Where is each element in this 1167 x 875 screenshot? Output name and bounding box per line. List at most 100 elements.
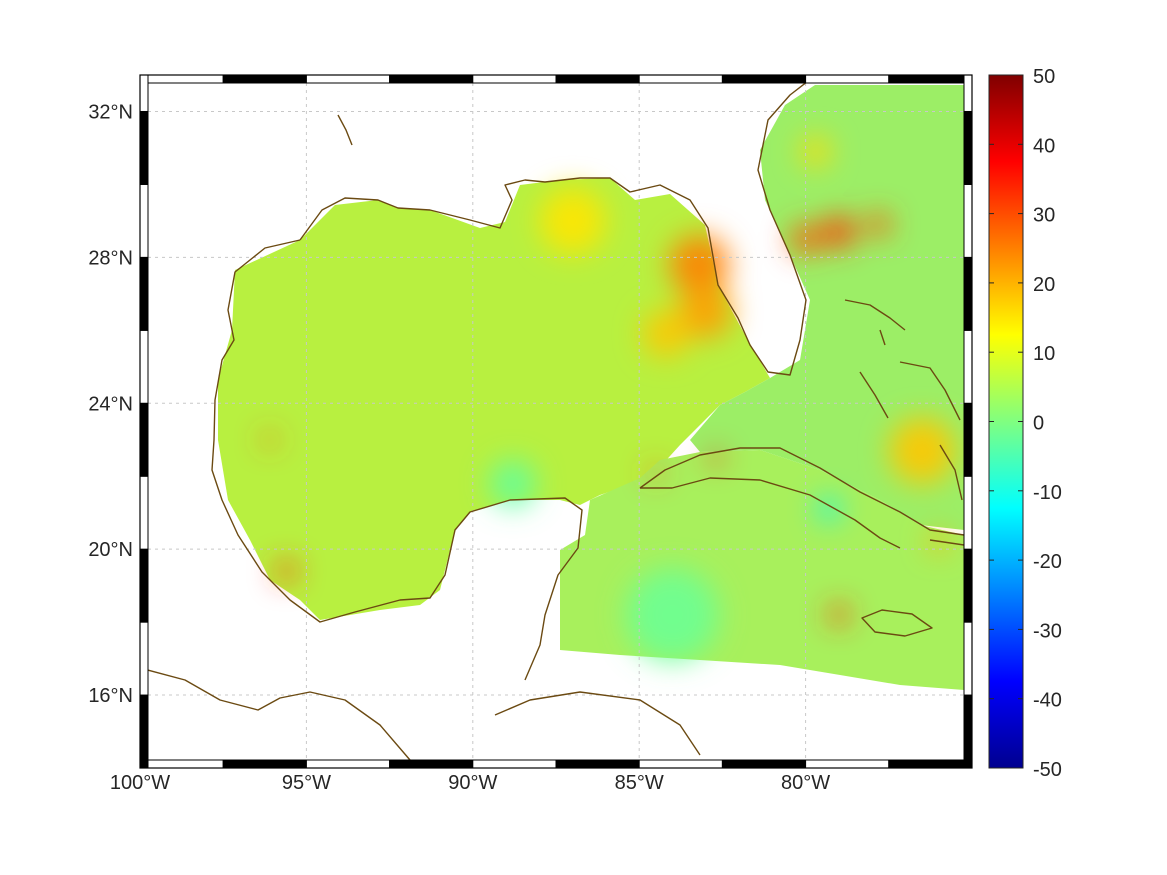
hotspot-cuba-west (649, 465, 663, 480)
colorbar-tick-label: -40 (1033, 690, 1062, 712)
frame-segment-bottom (638, 759, 723, 769)
anomaly-features (263, 136, 956, 662)
colorbar-ramp (988, 74, 1024, 769)
longitude-label: 100°W (110, 772, 170, 794)
frame-segment-bottom (389, 759, 474, 769)
frame-border (139, 74, 973, 769)
map-frame (139, 74, 973, 769)
frame-segment-bottom (888, 759, 973, 769)
frame-segment-right (963, 621, 973, 696)
colorbar-tick-label: 30 (1033, 205, 1055, 227)
hotspot-atlantic-2 (822, 215, 856, 249)
hotspot-georgia-shelf (800, 136, 831, 167)
latitude-label: 28°N (88, 247, 133, 269)
frame-segment-bottom (805, 759, 890, 769)
frame-segment-right (963, 548, 973, 623)
frame-segment-bottom (555, 759, 640, 769)
longitude-label: 90°W (448, 772, 497, 794)
colorbar-ticks: 50 40 30 20 10 0 -10 -20 -30 -40 -50 (989, 66, 1062, 781)
frame-segment-right (963, 329, 973, 404)
frame-segment-left (139, 402, 149, 477)
colorbar-tick-label: -10 (1033, 482, 1062, 504)
frame-segment-bottom (472, 759, 557, 769)
colorbar: 50 40 30 20 10 0 -10 -20 -30 -40 -50 (988, 66, 1062, 781)
frame-segment-right (963, 402, 973, 477)
frame-segment-left (139, 548, 149, 623)
arkansas-lake (337, 114, 353, 146)
graticule (148, 83, 964, 760)
frame-segment-bottom (305, 759, 391, 769)
coastlines (148, 82, 964, 761)
hotspot-loop-current (642, 310, 690, 358)
frame-segment-left (139, 183, 149, 258)
latitude-label: 16°N (88, 685, 133, 707)
frame-segment-top (222, 74, 307, 84)
frame-segment-right (963, 694, 973, 769)
frame-segment-left (139, 329, 149, 404)
hotspot-atlantic-3 (867, 212, 891, 237)
anomaly-field (218, 85, 964, 690)
frame-segment-right (963, 256, 973, 331)
frame-segment-left (139, 256, 149, 331)
coldspot-cuba-east (817, 497, 841, 521)
central-america-coast (148, 669, 411, 761)
frame-segment-left (139, 110, 149, 185)
latitude-label: 24°N (88, 393, 133, 415)
hotspot-florida-shelf (679, 285, 733, 339)
frame-segment-right (963, 183, 973, 258)
frame-segment-top (389, 74, 474, 84)
colorbar-tick-label: 0 (1033, 413, 1044, 435)
hotspot-bahamas-south (888, 417, 956, 484)
frame-segment-top (139, 74, 224, 84)
frame-segment-top (721, 74, 807, 84)
frame-segment-bottom (222, 759, 307, 769)
hispaniola-coast (929, 444, 964, 546)
frame-segment-right (963, 110, 973, 185)
frame-segment-right (963, 475, 973, 550)
latitude-label: 32°N (88, 101, 133, 123)
colorbar-tick-label: 50 (1033, 66, 1055, 88)
atlantic-field (690, 85, 964, 530)
colorbar-tick-label: -30 (1033, 620, 1062, 642)
frame-segment-left (139, 475, 149, 550)
latitude-labels: 32°N 28°N 24°N 20°N 16°N (88, 101, 133, 707)
longitude-label: 95°W (282, 772, 331, 794)
frame-segment-top (305, 74, 391, 84)
frame-segment-top (472, 74, 557, 84)
frame-segment-top (805, 74, 890, 84)
honduras-coast (494, 691, 701, 756)
gulf-field (218, 178, 770, 620)
jamaica-coast (861, 609, 933, 637)
frame-segment-left (139, 74, 149, 112)
us-gulf-coast (299, 82, 808, 376)
colorbar-tick-label: 40 (1033, 135, 1055, 157)
hotspot-mississippi-shelf (539, 187, 606, 255)
hotspot-cayman (828, 604, 849, 625)
frame-segment-bottom (139, 759, 224, 769)
colorbar-tick-label: -50 (1033, 759, 1062, 781)
coldspot-caribbean-south (625, 568, 720, 662)
colorbar-tick-label: 10 (1033, 343, 1055, 365)
frame-segment-bottom (721, 759, 807, 769)
hotspot-mexico-coast (263, 433, 277, 447)
colorbar-tick-label: 20 (1033, 274, 1055, 296)
mexico-gulf-coast (211, 239, 583, 681)
frame-segment-top (888, 74, 973, 84)
hotspot-cuba-south (709, 451, 723, 465)
frame-segment-left (139, 694, 149, 769)
longitude-label: 85°W (615, 772, 664, 794)
cuba-coast (639, 447, 964, 549)
coldspot-yucatan-channel (489, 460, 537, 507)
bahamas-coast (844, 299, 961, 421)
longitude-labels: 100°W 95°W 90°W 85°W 80°W (110, 772, 830, 794)
longitude-label: 80°W (781, 772, 830, 794)
frame-segment-top (555, 74, 640, 84)
colorbar-tick-label: -20 (1033, 551, 1062, 573)
frame-segment-left (139, 621, 149, 696)
frame-segment-top (638, 74, 723, 84)
hotspot-tampa-offshore (669, 234, 730, 295)
latitude-label: 20°N (88, 539, 133, 561)
hotspot-bay-of-campeche (276, 561, 297, 582)
frame-segment-right (963, 74, 973, 112)
